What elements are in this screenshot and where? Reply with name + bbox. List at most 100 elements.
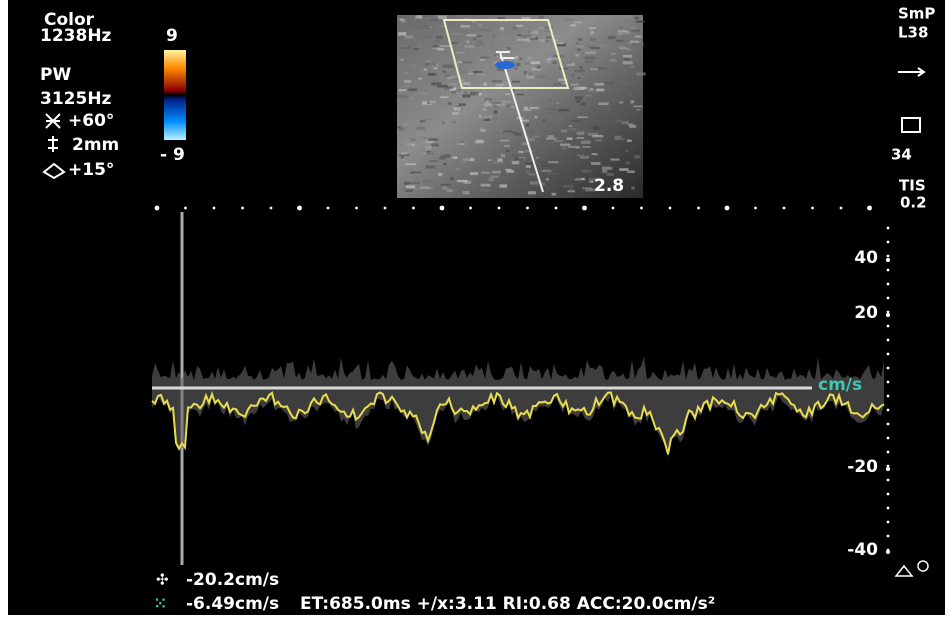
speckle-dot [515, 158, 524, 160]
speckle-dot [526, 124, 529, 126]
speckle-dot [458, 143, 464, 145]
speckle-dot [587, 175, 592, 177]
scale-dot [887, 367, 890, 370]
speckle-dot [555, 117, 564, 120]
speckle-dot [590, 47, 600, 49]
speckle-dot [456, 169, 460, 171]
details: ET:685.0ms +/x:3.11 RI:0.68 ACC:20.0cm/s… [300, 594, 715, 614]
timing-dot [640, 207, 643, 210]
speckle-dot [548, 173, 559, 175]
scale-dot [887, 535, 890, 538]
probe: L38 [898, 24, 928, 42]
speckle-dot [569, 128, 576, 131]
scale-dot [887, 325, 890, 328]
speckle-dot [620, 83, 630, 85]
speckle-dot [574, 21, 582, 23]
speckle-dot [630, 41, 639, 43]
cursor1: -20.2cm/s [186, 570, 279, 590]
speckle-dot [426, 60, 433, 62]
speckle-dot [501, 154, 505, 157]
scale-dot [887, 283, 890, 286]
speckle-dot [478, 23, 482, 26]
speckle-dot [403, 95, 408, 98]
tis-value: 0.2 [900, 194, 927, 212]
speckle-dot [404, 80, 411, 83]
speckle-dot [602, 167, 612, 169]
speckle-dot [498, 104, 506, 107]
speckle-dot [610, 159, 619, 161]
speckle-dot [511, 106, 515, 108]
speckle-dot [516, 25, 523, 27]
speckle-dot [451, 121, 455, 124]
speckle-dot [502, 101, 511, 103]
speckle-dot [536, 76, 546, 79]
speckle-dot [448, 83, 456, 86]
speckle-dot [576, 146, 580, 149]
tis-label: TIS [899, 177, 926, 195]
speckle-dot [464, 91, 467, 93]
speckle-dot [577, 131, 585, 134]
speckle-dot [484, 103, 492, 106]
speckle-dot [623, 55, 632, 58]
speckle-dot [516, 63, 521, 66]
depth: 2.8 [594, 176, 624, 196]
speckle-dot [516, 94, 523, 96]
speckle-dot [529, 138, 535, 140]
scale-tick-label: 40 [854, 248, 878, 268]
speckle-dot [450, 42, 457, 44]
scale-dot [887, 479, 890, 482]
color-bar-min: - 9 [160, 145, 185, 165]
speckle-dot [430, 101, 435, 103]
speckle-dot [615, 120, 623, 123]
speckle-dot [418, 44, 423, 47]
timing-dot [555, 207, 558, 210]
speckle-dot [599, 103, 609, 106]
speckle-dot [599, 67, 608, 70]
speckle-dot [620, 24, 628, 26]
speckle-dot [542, 165, 553, 167]
speckle-dot [421, 25, 430, 28]
timing-dot [725, 206, 730, 211]
speckle-dot [408, 27, 419, 29]
speckle-dot [619, 168, 628, 171]
speckle-dot [428, 138, 438, 141]
speckle-dot [571, 74, 574, 76]
timing-dot [384, 207, 387, 210]
timing-dot [241, 207, 244, 210]
speckle-dot [569, 189, 573, 192]
speckle-dot [576, 100, 580, 103]
speckle-dot [530, 31, 538, 34]
speckle-dot [561, 192, 566, 195]
speckle-dot [419, 107, 424, 109]
speckle-dot [456, 52, 465, 54]
speckle-dot [454, 107, 461, 110]
speckle-dot [525, 150, 533, 153]
speckle-dot [577, 116, 587, 118]
speckle-dot [546, 60, 553, 62]
scale-dot [887, 269, 890, 272]
speckle-dot [608, 36, 616, 39]
speckle-dot [546, 112, 553, 114]
scale-dot [887, 353, 890, 356]
speckle-dot [480, 184, 490, 187]
speckle-dot [546, 36, 551, 38]
speckle-dot [526, 170, 530, 173]
speckle-dot [493, 106, 499, 108]
speckle-dot [448, 102, 452, 105]
speckle-dot [559, 109, 570, 111]
timing-dot [213, 207, 216, 210]
speckle-dot [408, 88, 416, 91]
scale-tick-label: -40 [847, 540, 878, 560]
speckle-dot [488, 159, 491, 161]
speckle-dot [525, 46, 532, 48]
speckle-dot [415, 147, 421, 150]
speckle-dot [585, 60, 593, 62]
speckle-dot [425, 118, 433, 120]
speckle-dot [481, 29, 491, 31]
speckle-dot [425, 141, 433, 143]
speckle-dot [447, 189, 453, 192]
speckle-dot [474, 141, 484, 144]
speckle-dot [480, 129, 486, 132]
scale-dot [887, 423, 890, 426]
speckle-dot [440, 96, 449, 98]
